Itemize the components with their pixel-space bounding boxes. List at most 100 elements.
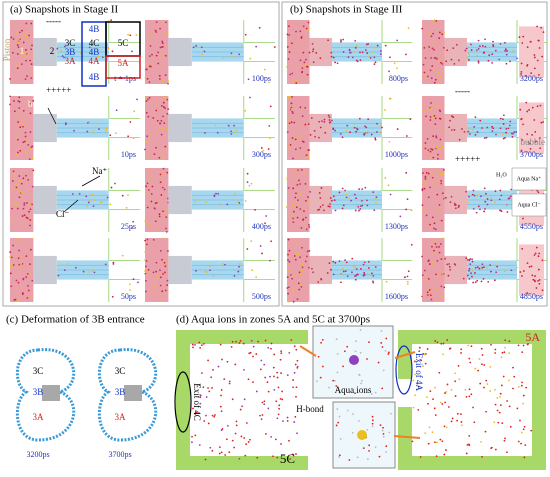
atom bbox=[533, 67, 536, 70]
atom bbox=[437, 157, 439, 160]
atom bbox=[379, 49, 382, 52]
atom bbox=[487, 59, 490, 62]
atom bbox=[456, 412, 459, 415]
atom bbox=[22, 41, 25, 44]
atom bbox=[368, 450, 370, 452]
atom bbox=[146, 238, 149, 241]
atom bbox=[499, 117, 502, 120]
atom bbox=[438, 37, 441, 40]
atom bbox=[296, 183, 299, 186]
atom bbox=[449, 347, 452, 350]
atom bbox=[28, 34, 31, 37]
atom bbox=[155, 54, 158, 57]
atom bbox=[167, 250, 169, 252]
atom bbox=[476, 131, 479, 133]
atom bbox=[484, 430, 487, 433]
atom bbox=[162, 115, 164, 118]
atom bbox=[97, 55, 100, 58]
atom bbox=[372, 280, 374, 283]
atom bbox=[273, 388, 276, 391]
atom bbox=[328, 121, 331, 124]
atom bbox=[424, 178, 427, 180]
atom bbox=[209, 446, 212, 449]
atom bbox=[338, 260, 341, 263]
atom bbox=[12, 244, 15, 247]
atom bbox=[433, 249, 435, 252]
atom bbox=[112, 261, 115, 264]
atom bbox=[155, 109, 158, 112]
atom bbox=[510, 269, 513, 272]
atom bbox=[431, 65, 434, 68]
atom bbox=[442, 168, 445, 171]
atom bbox=[146, 206, 149, 209]
atom bbox=[425, 214, 428, 217]
panel-c-title: (c) Deformation of 3B entrance bbox=[6, 314, 145, 326]
atom bbox=[520, 117, 523, 120]
atom bbox=[460, 352, 462, 354]
atom bbox=[321, 338, 324, 341]
atom bbox=[270, 347, 272, 350]
atom bbox=[464, 388, 467, 391]
atom bbox=[494, 448, 497, 451]
atom bbox=[231, 340, 234, 343]
atom bbox=[161, 153, 163, 156]
atom bbox=[145, 265, 147, 268]
atom bbox=[442, 46, 445, 49]
atom bbox=[431, 115, 433, 118]
atom bbox=[431, 47, 434, 50]
atom bbox=[17, 100, 20, 102]
atom bbox=[290, 108, 293, 110]
atom bbox=[528, 266, 531, 268]
piston-wall bbox=[422, 20, 445, 84]
atom bbox=[499, 392, 502, 395]
atom bbox=[491, 130, 494, 133]
atom bbox=[295, 192, 297, 195]
atom bbox=[244, 109, 247, 112]
atom bbox=[18, 196, 21, 199]
atom bbox=[167, 80, 170, 82]
atom bbox=[451, 417, 454, 420]
atom bbox=[195, 269, 197, 272]
atom bbox=[516, 57, 518, 60]
atom bbox=[365, 126, 368, 129]
panel-b-frame bbox=[281, 1, 548, 307]
atom bbox=[16, 67, 19, 70]
atom bbox=[318, 208, 321, 211]
atom bbox=[288, 249, 291, 252]
atom bbox=[335, 385, 338, 387]
atom bbox=[29, 208, 32, 211]
atom bbox=[159, 284, 162, 287]
atom bbox=[250, 182, 253, 185]
atom bbox=[431, 176, 434, 179]
atom bbox=[166, 150, 168, 153]
atom bbox=[145, 111, 148, 114]
atom bbox=[521, 351, 524, 354]
atom bbox=[272, 366, 275, 369]
zone-label: 5A bbox=[118, 58, 130, 68]
atom bbox=[338, 454, 341, 457]
atom bbox=[428, 46, 431, 48]
atom bbox=[165, 261, 168, 263]
atom bbox=[135, 34, 138, 36]
atom bbox=[450, 195, 453, 198]
atom bbox=[376, 131, 378, 133]
atom bbox=[359, 329, 362, 331]
atom bbox=[152, 239, 155, 241]
chamber bbox=[444, 113, 467, 143]
atom bbox=[22, 207, 25, 210]
atom bbox=[249, 351, 252, 354]
atom bbox=[508, 124, 511, 127]
atom bbox=[258, 26, 261, 29]
atom bbox=[144, 270, 146, 272]
atom bbox=[111, 295, 114, 298]
atom bbox=[433, 48, 435, 51]
atom bbox=[481, 363, 483, 366]
atom bbox=[9, 95, 11, 98]
atom bbox=[332, 379, 335, 382]
atom bbox=[17, 121, 20, 123]
atom bbox=[18, 96, 21, 99]
atom bbox=[194, 344, 196, 346]
atom bbox=[476, 195, 479, 197]
atom bbox=[421, 27, 424, 30]
atom bbox=[215, 192, 217, 195]
